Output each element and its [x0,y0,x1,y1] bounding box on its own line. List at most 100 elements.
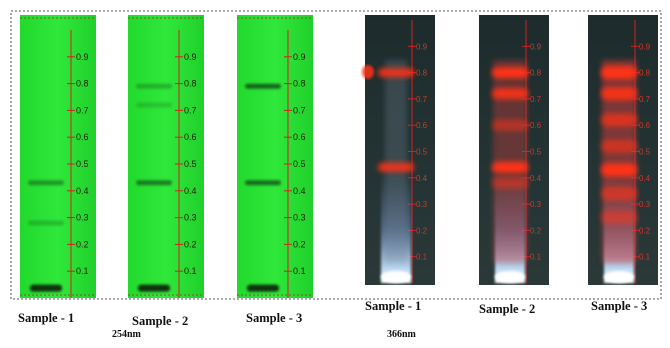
fluorescent-band [492,119,528,131]
rf-tick-label: 0.5 [76,159,89,169]
rf-tick-label: 0.5 [416,148,428,157]
fluorescent-band [492,177,528,189]
tlc-band [136,180,172,186]
rf-tick-label: 0.5 [184,159,197,169]
fluorescent-band [378,162,414,172]
rf-tick-label: 0.8 [184,79,197,89]
rf-tick-label: 0.9 [293,52,306,62]
rf-tick-label: 0.9 [184,52,197,62]
uv254-frame [10,10,662,300]
rf-tick-label: 0.6 [184,132,197,142]
rf-tick-label: 0.5 [530,148,542,157]
tlc-band [245,180,281,186]
rf-tick-label: 0.7 [639,95,651,104]
rf-tick-label: 0.7 [76,105,89,115]
rf-tick-label: 0.4 [184,186,197,196]
caption-254-sample-1: Sample - 1 [18,311,75,325]
tlc-band [136,102,172,108]
rf-tick-label: 0.3 [530,200,542,209]
rf-tick-label: 0.6 [416,121,428,130]
plate-254-sample-2: 0.9 0.8 0.7 0.6 0.5 0.4 0.3 0.2 0.1 [128,15,204,298]
rf-tick-label: 0.3 [416,200,428,209]
caption-254-sample-2: Sample - 2 [132,314,189,328]
plate-366-sample-1: 0.9 0.8 0.7 0.6 0.5 0.4 0.3 0.2 0.1 [365,15,435,285]
rf-tick-label: 0.2 [293,239,306,249]
rf-tick-label: 0.3 [184,213,197,223]
tlc-band [138,284,170,292]
tlc-band [28,180,64,186]
rf-tick-label: 0.1 [184,266,197,276]
wavelength-366-label: 366nm [387,329,416,340]
rf-tick-label: 0.1 [639,253,651,262]
plate-254-background [237,15,313,298]
rf-tick-label: 0.4 [639,174,651,183]
rf-tick-label: 0.2 [530,226,542,235]
rf-tick-label: 0.8 [639,69,651,78]
fluorescent-smear [385,60,407,263]
fluorescent-band [492,67,528,79]
rf-tick-label: 0.9 [530,42,542,51]
plate-366-sample-2: 0.9 0.8 0.7 0.6 0.5 0.4 0.3 0.2 0.1 [479,15,549,285]
plate-366-sample-3: 0.9 0.8 0.7 0.6 0.5 0.4 0.3 0.2 0.1 [588,15,658,285]
tlc-band [245,83,281,89]
rf-tick-label: 0.7 [184,105,197,115]
rf-tick-label: 0.7 [416,95,428,104]
origin-spot [604,271,634,283]
fluorescent-band [378,68,414,78]
plate-254-background [128,15,204,298]
rf-tick-label: 0.8 [293,79,306,89]
rf-tick-label: 0.6 [293,132,306,142]
rf-tick-label: 0.4 [293,186,306,196]
rf-tick-label: 0.1 [416,253,428,262]
rf-tick-label: 0.2 [416,226,428,235]
fluorescent-band [601,139,637,153]
rf-tick-label: 0.2 [639,226,651,235]
rf-tick-label: 0.4 [530,174,542,183]
fluorescent-band [492,161,528,173]
fluorescent-band [601,113,637,127]
tlc-band [30,284,62,292]
caption-254-sample-3: Sample - 3 [246,311,303,325]
origin-spot [381,271,411,283]
rf-tick-label: 0.1 [293,266,306,276]
fluorescent-band [601,187,637,201]
rf-tick-label: 0.6 [76,132,89,142]
tlc-band [28,220,64,226]
fluorescent-band [601,163,637,177]
rf-tick-label: 0.7 [293,105,306,115]
rf-tick-label: 0.9 [416,42,428,51]
rf-tick-label: 0.6 [530,121,542,130]
caption-366-sample-2: Sample - 2 [479,302,536,316]
rf-tick-label: 0.8 [76,79,89,89]
fluorescent-band [601,210,637,224]
fluorescent-band [601,87,637,101]
tlc-band [247,284,279,292]
rf-tick-label: 0.2 [184,239,197,249]
rf-tick-label: 0.1 [76,266,89,276]
caption-366-sample-1: Sample - 1 [365,299,422,313]
edge-fluorescent-spot [362,65,374,79]
rf-tick-label: 0.3 [639,200,651,209]
rf-tick-label: 0.6 [639,121,651,130]
rf-tick-label: 0.8 [416,69,428,78]
plate-254-sample-3: 0.9 0.8 0.7 0.6 0.5 0.4 0.3 0.2 0.1 [237,15,313,298]
rf-tick-label: 0.9 [639,42,651,51]
rf-tick-label: 0.5 [639,148,651,157]
rf-tick-label: 0.1 [530,253,542,262]
rf-tick-label: 0.4 [76,186,89,196]
rf-tick-label: 0.5 [293,159,306,169]
fluorescent-band [601,66,637,80]
rf-tick-label: 0.3 [293,213,306,223]
rf-tick-label: 0.9 [76,52,89,62]
rf-tick-label: 0.2 [76,239,89,249]
caption-366-sample-3: Sample - 3 [591,299,648,313]
tlc-band [136,83,172,89]
origin-spot [495,271,525,283]
wavelength-254-label: 254nm [112,329,141,340]
rf-tick-label: 0.8 [530,69,542,78]
rf-tick-label: 0.7 [530,95,542,104]
rf-tick-label: 0.3 [76,213,89,223]
plate-254-background [20,15,96,298]
